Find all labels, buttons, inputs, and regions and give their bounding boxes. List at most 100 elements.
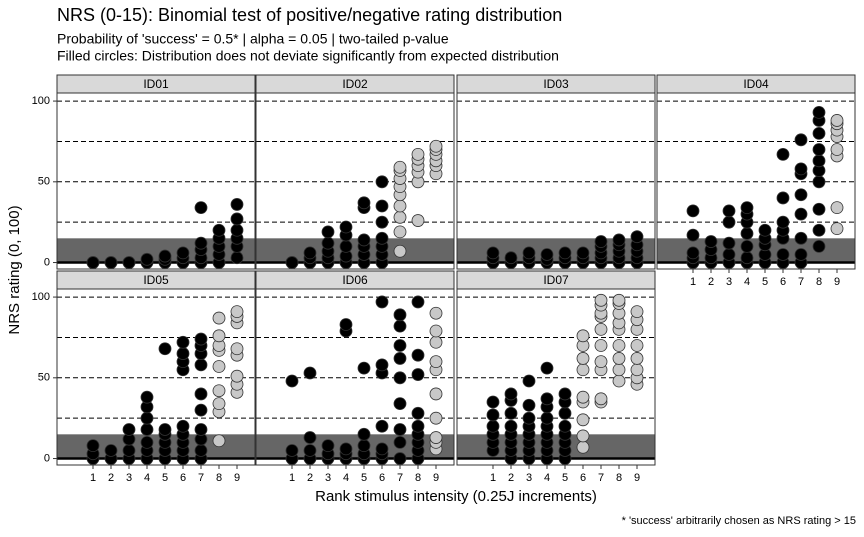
point: [722, 204, 736, 218]
point: [375, 295, 389, 309]
point: [393, 435, 407, 449]
point: [411, 214, 425, 227]
point: [576, 363, 590, 377]
point: [486, 246, 500, 260]
point: [540, 411, 554, 425]
point: [686, 204, 700, 218]
point: [776, 147, 790, 161]
panel-border: [456, 288, 656, 466]
point: [194, 387, 208, 401]
point: [429, 139, 443, 153]
point: [375, 419, 389, 433]
point: [122, 256, 136, 269]
point: [594, 339, 608, 352]
x-tick-label: 8: [816, 276, 822, 288]
point: [522, 246, 536, 260]
point: [794, 188, 808, 202]
point: [122, 423, 136, 436]
panel-border: [255, 92, 455, 270]
y-axis-label: NRS rating (0, 100): [6, 205, 23, 334]
x-axis-label: Rank stimulus intensity (0.25J increment…: [315, 488, 597, 505]
x-tick-label: 1: [690, 276, 696, 288]
point: [375, 199, 389, 213]
x-tick-label: 9: [433, 472, 439, 484]
point: [740, 201, 754, 215]
point: [812, 105, 826, 119]
point: [140, 411, 154, 425]
point: [594, 235, 608, 248]
y-tick-label: 0: [44, 256, 50, 268]
x-tick-label: 3: [325, 472, 331, 484]
x-tick-label: 3: [726, 276, 732, 288]
point: [375, 215, 389, 229]
point: [140, 390, 154, 404]
point: [794, 231, 808, 245]
x-tick-label: 7: [397, 472, 403, 484]
band: [57, 238, 255, 263]
point: [393, 339, 407, 352]
point: [194, 403, 208, 417]
point: [758, 223, 772, 237]
x-tick-label: 1: [490, 472, 496, 484]
point: [522, 398, 536, 412]
point: [812, 154, 826, 168]
point: [594, 355, 608, 369]
point: [194, 444, 208, 457]
point: [594, 392, 608, 406]
point: [540, 392, 554, 406]
point: [594, 293, 608, 307]
point: [630, 305, 644, 319]
point: [140, 252, 154, 266]
point: [429, 387, 443, 401]
point: [230, 369, 244, 383]
point: [740, 239, 754, 253]
point: [339, 442, 353, 456]
point: [303, 246, 317, 260]
point: [285, 374, 299, 388]
point: [140, 423, 154, 436]
point: [375, 175, 389, 189]
panel-border: [656, 92, 856, 270]
point: [230, 342, 244, 356]
point: [486, 419, 500, 433]
x-tick-label: 9: [234, 472, 240, 484]
point: [393, 452, 407, 465]
panel-label: ID01: [143, 77, 169, 91]
point: [303, 366, 317, 380]
x-tick-label: 6: [180, 472, 186, 484]
band: [256, 238, 454, 263]
point: [612, 293, 626, 307]
point: [576, 440, 590, 454]
point: [522, 411, 536, 425]
point: [230, 305, 244, 319]
point: [321, 225, 335, 239]
y-tick-label: 50: [38, 176, 50, 188]
point: [393, 308, 407, 322]
point: [794, 248, 808, 261]
point: [176, 335, 190, 349]
point: [812, 223, 826, 237]
band: [657, 238, 855, 263]
point: [576, 352, 590, 365]
point: [86, 439, 100, 453]
point: [357, 196, 371, 210]
point: [630, 352, 644, 365]
point: [393, 352, 407, 365]
point: [686, 228, 700, 242]
point: [704, 235, 718, 248]
point: [375, 358, 389, 372]
point: [630, 339, 644, 352]
point: [594, 322, 608, 336]
point: [612, 374, 626, 388]
point: [576, 329, 590, 343]
point: [158, 423, 172, 436]
point: [522, 374, 536, 388]
y-tick-label: 0: [44, 452, 50, 464]
point: [230, 251, 244, 265]
point: [339, 239, 353, 253]
point: [194, 423, 208, 436]
band: [256, 434, 454, 459]
point: [612, 363, 626, 377]
point: [576, 429, 590, 443]
point: [830, 201, 844, 215]
